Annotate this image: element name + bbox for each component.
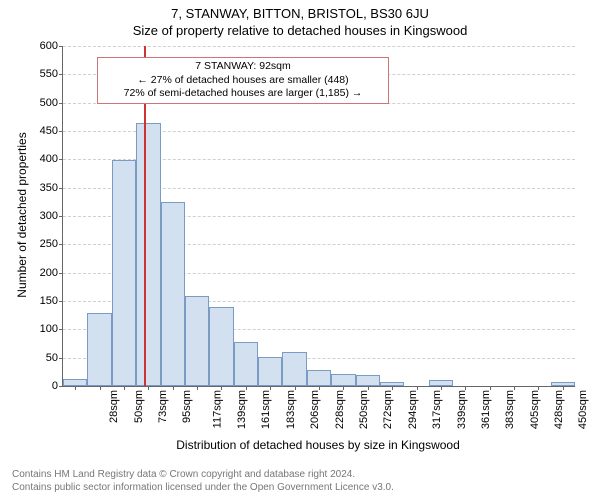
ytick-label: 0 <box>52 380 63 392</box>
chart-title-sub: Size of property relative to detached ho… <box>0 21 600 38</box>
chart-title-main: 7, STANWAY, BITTON, BRISTOL, BS30 6JU <box>0 0 600 21</box>
marker-annotation: 7 STANWAY: 92sqm ← 27% of detached house… <box>97 57 389 104</box>
xtick-label: 28sqm <box>108 390 120 423</box>
attribution: Contains HM Land Registry data © Crown c… <box>12 468 394 494</box>
xtick-label: 161sqm <box>261 390 273 429</box>
xtick-label: 317sqm <box>431 390 443 429</box>
ytick-label: 300 <box>40 210 63 222</box>
ytick-label: 400 <box>40 153 63 165</box>
histogram-bar <box>87 313 111 386</box>
attribution-line2: Contains public sector information licen… <box>12 481 394 494</box>
xtick-label: 294sqm <box>407 390 419 429</box>
ytick-label: 50 <box>46 352 63 364</box>
ytick-label: 150 <box>40 295 63 307</box>
ytick-label: 250 <box>40 238 63 250</box>
xtick-label: 405sqm <box>529 390 541 429</box>
xtick-label: 383sqm <box>504 390 516 429</box>
histogram-bar <box>282 352 306 386</box>
ytick-label: 500 <box>40 97 63 109</box>
histogram-bar <box>331 374 355 386</box>
xtick-label: 450sqm <box>578 390 590 429</box>
xtick-label: 206sqm <box>309 390 321 429</box>
histogram-bar <box>161 202 185 386</box>
histogram-bar <box>258 357 282 386</box>
histogram-bar <box>307 370 331 386</box>
histogram-bar <box>356 375 380 386</box>
ytick-label: 100 <box>40 323 63 335</box>
y-axis-label: Number of detached properties <box>15 125 29 305</box>
xtick-label: 117sqm <box>211 390 223 428</box>
histogram-bar <box>185 296 209 386</box>
histogram-bar <box>234 342 258 386</box>
ytick-label: 600 <box>40 40 63 52</box>
ytick-label: 200 <box>40 267 63 279</box>
histogram-bar <box>63 379 87 386</box>
histogram-bar <box>209 307 233 386</box>
annotation-line3: 72% of semi-detached houses are larger (… <box>104 87 382 101</box>
gridline <box>63 46 575 47</box>
ytick-label: 350 <box>40 182 63 194</box>
chart-container: 7, STANWAY, BITTON, BRISTOL, BS30 6JU Si… <box>0 0 600 500</box>
xtick-label: 139sqm <box>236 390 248 429</box>
x-axis-label: Distribution of detached houses by size … <box>62 438 574 452</box>
xtick-label: 272sqm <box>383 390 395 429</box>
annotation-line2: ← 27% of detached houses are smaller (44… <box>104 74 382 88</box>
xtick-label: 428sqm <box>553 390 565 429</box>
xtick-label: 73sqm <box>157 390 169 423</box>
histogram-bar <box>136 123 160 386</box>
xtick-label: 250sqm <box>358 390 370 429</box>
ytick-label: 450 <box>40 125 63 137</box>
ytick-label: 550 <box>40 68 63 80</box>
xtick-label: 361sqm <box>480 390 492 429</box>
histogram-bar <box>112 160 136 386</box>
attribution-line1: Contains HM Land Registry data © Crown c… <box>12 468 394 481</box>
xtick-label: 50sqm <box>133 390 145 423</box>
xtick-label: 183sqm <box>285 390 297 429</box>
xtick-label: 228sqm <box>334 390 346 429</box>
annotation-line1: 7 STANWAY: 92sqm <box>104 60 382 74</box>
xtick-label: 95sqm <box>181 390 193 423</box>
xtick-label: 339sqm <box>456 390 468 429</box>
